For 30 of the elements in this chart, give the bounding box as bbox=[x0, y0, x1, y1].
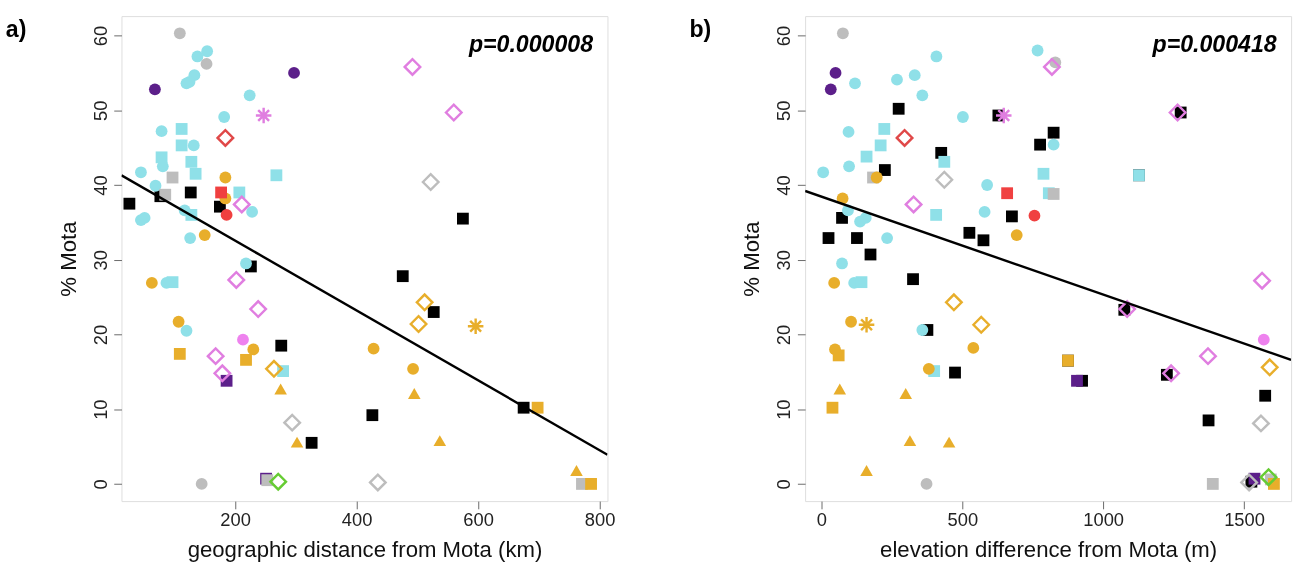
x-tick-label: 200 bbox=[220, 508, 251, 530]
y-tick-label: 40 bbox=[89, 175, 111, 196]
x-tick-label: 500 bbox=[947, 508, 979, 530]
y-axis-title: % Mota bbox=[55, 220, 81, 297]
x-tick-label: 0 bbox=[816, 508, 828, 530]
y-axis-title: % Mota bbox=[739, 220, 765, 297]
y-tick-label: 30 bbox=[89, 250, 111, 271]
y-tick-label: 20 bbox=[89, 324, 111, 346]
x-tick-label: 600 bbox=[463, 508, 494, 530]
y-tick-label: 60 bbox=[89, 25, 111, 47]
y-tick-label: 50 bbox=[773, 100, 795, 121]
y-tick-label: 30 bbox=[773, 250, 795, 271]
x-tick-label: 1000 bbox=[1083, 508, 1125, 530]
text: b) bbox=[689, 16, 712, 43]
x-tick-label: 1500 bbox=[1224, 508, 1265, 530]
annotation: p=0.000008 bbox=[467, 30, 594, 57]
x-axis-title: elevation difference from Mota (m) bbox=[880, 536, 1218, 562]
y-tick-label: 10 bbox=[773, 399, 795, 420]
y-tick-label: 0 bbox=[89, 479, 111, 490]
annotation: p=0.000418 bbox=[1151, 30, 1277, 57]
y-tick-label: 50 bbox=[89, 100, 111, 121]
y-tick-label: 40 bbox=[773, 175, 795, 196]
y-tick-label: 60 bbox=[773, 25, 795, 47]
y-tick-label: 0 bbox=[773, 479, 795, 490]
x-tick-label: 800 bbox=[584, 508, 616, 530]
y-tick-label: 20 bbox=[773, 324, 795, 346]
y-tick-label: 10 bbox=[89, 399, 111, 420]
x-axis-title: geographic distance from Mota (km) bbox=[187, 536, 543, 562]
text: a) bbox=[5, 16, 27, 43]
x-tick-label: 400 bbox=[341, 508, 373, 530]
